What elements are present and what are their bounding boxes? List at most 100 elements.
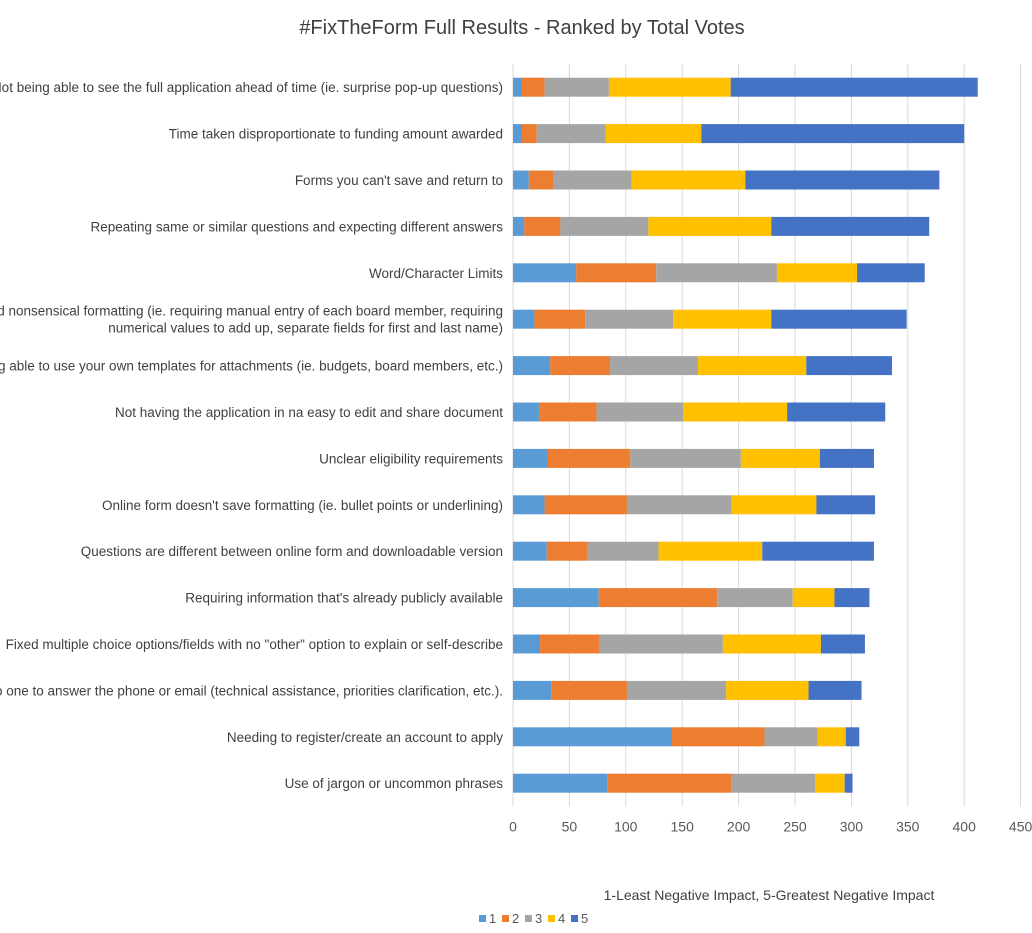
category-label: Fixed multiple choice options/fields wit… (6, 637, 503, 652)
bar-segment-5 (701, 124, 965, 144)
x-tick-label: 350 (896, 818, 920, 834)
category-label: Questions are different between online f… (81, 544, 503, 559)
legend-swatch-4 (548, 915, 555, 922)
bar-segment-1 (513, 356, 551, 376)
x-tick-label: 100 (614, 818, 638, 834)
category-label: Requiring information that's already pub… (185, 591, 503, 606)
bar-segment-4 (673, 309, 772, 329)
bar-segment-3 (553, 170, 632, 190)
bar-segment-3 (544, 77, 609, 97)
bar-segment-4 (631, 170, 746, 190)
category-label: Not being able to use your own templates… (0, 359, 503, 374)
x-axis-label: 1-Least Negative Impact, 5-Greatest Nega… (604, 887, 935, 903)
legend-label-3: 3 (535, 911, 542, 926)
x-tick-label: 50 (562, 818, 578, 834)
legend-swatch-5 (571, 915, 578, 922)
bar-segment-1 (513, 448, 548, 468)
bar-segment-2 (672, 727, 765, 747)
legend-swatch-2 (502, 915, 509, 922)
legend-swatch-1 (479, 915, 486, 922)
category-label: Needing to register/create an account to… (227, 730, 503, 745)
bar-segment-5 (787, 402, 886, 422)
bar-segment-2 (546, 541, 588, 561)
bar-segment-3 (626, 495, 732, 515)
category-label: numerical values to add up, separate fie… (108, 321, 503, 336)
bar-segment-5 (745, 170, 940, 190)
bar-segment-4 (731, 495, 817, 515)
category-label: Not being able to see the full applicati… (0, 80, 503, 95)
bar-segment-4 (815, 773, 845, 793)
bar-segment-5 (808, 680, 862, 700)
bar-segment-2 (538, 402, 597, 422)
bar-segment-5 (816, 495, 876, 515)
bar-segment-3 (560, 216, 649, 236)
legend: 1 2 3 4 5 (479, 911, 588, 926)
bar-segment-1 (513, 727, 673, 747)
x-tick-label: 250 (783, 818, 807, 834)
category-label: Repeating same or similar questions and … (91, 219, 504, 234)
bar-segment-2 (528, 170, 554, 190)
legend-label-2: 2 (512, 911, 519, 926)
bar-segment-5 (857, 263, 925, 283)
chart-title: #FixTheForm Full Results - Ranked by Tot… (299, 17, 744, 39)
bar-segment-3 (656, 263, 777, 283)
bar-segment-5 (730, 77, 978, 97)
x-tick-label: 150 (671, 818, 695, 834)
bar-segment-2 (550, 356, 611, 376)
bar-segment-5 (819, 448, 874, 468)
x-tick-label: 200 (727, 818, 751, 834)
bar-segment-4 (740, 448, 820, 468)
category-label: Online form doesn't save formatting (ie.… (102, 498, 503, 513)
x-axis-ticks: 0 50 100 150 200 250 300 350 400 450 (509, 818, 1032, 834)
category-label: Use of jargon or uncommon phrases (285, 776, 504, 791)
bar-segment-3 (717, 588, 793, 608)
bar-segment-5 (806, 356, 893, 376)
category-labels: Not being able to see the full applicati… (0, 80, 503, 791)
bar-segment-4 (658, 541, 763, 561)
bar-segment-4 (776, 263, 858, 283)
bar-segment-3 (599, 634, 723, 654)
category-label: Not having the application in na easy to… (115, 405, 503, 420)
bar-segment-2 (540, 634, 600, 654)
bar-segment-1 (513, 124, 523, 144)
bar-segment-1 (513, 541, 547, 561)
bar-segment-3 (587, 541, 659, 561)
bar-segment-1 (513, 77, 523, 97)
bar-segment-3 (596, 402, 684, 422)
bar-segment-4 (817, 727, 846, 747)
bar-segment-4 (697, 356, 807, 376)
bar-segment-2 (544, 495, 627, 515)
bar-segment-4 (648, 216, 772, 236)
bar-segment-1 (513, 402, 539, 422)
bar-segment-5 (762, 541, 874, 561)
bar-segment-1 (513, 170, 529, 190)
x-tick-label: 400 (953, 818, 977, 834)
category-label: No one to answer the phone or email (tec… (0, 683, 503, 698)
bar-segment-5 (844, 773, 853, 793)
bar-segment-4 (608, 77, 731, 97)
bar-segment-4 (605, 124, 702, 144)
legend-label-4: 4 (558, 911, 565, 926)
bar-segment-5 (820, 634, 865, 654)
bar-segment-1 (513, 773, 608, 793)
legend-label-1: 1 (489, 911, 496, 926)
bar-segment-1 (513, 680, 552, 700)
bar-segment-1 (513, 263, 577, 283)
bar-segment-3 (626, 680, 727, 700)
bar-segment-4 (722, 634, 821, 654)
legend-label-5: 5 (581, 911, 588, 926)
bar-segment-4 (792, 588, 835, 608)
bar-segment-3 (630, 448, 741, 468)
bar-segment-3 (585, 309, 674, 329)
bar-segment-5 (771, 309, 907, 329)
bar-segment-5 (845, 727, 860, 747)
category-label: Poor and nonsensical formatting (ie. req… (0, 304, 503, 319)
bar-segment-2 (524, 216, 561, 236)
bar-segment-3 (536, 124, 606, 144)
bar-segment-2 (598, 588, 718, 608)
x-tick-label: 0 (509, 818, 517, 834)
bar-segment-3 (764, 727, 818, 747)
bar-segment-2 (607, 773, 732, 793)
bars (513, 77, 978, 793)
